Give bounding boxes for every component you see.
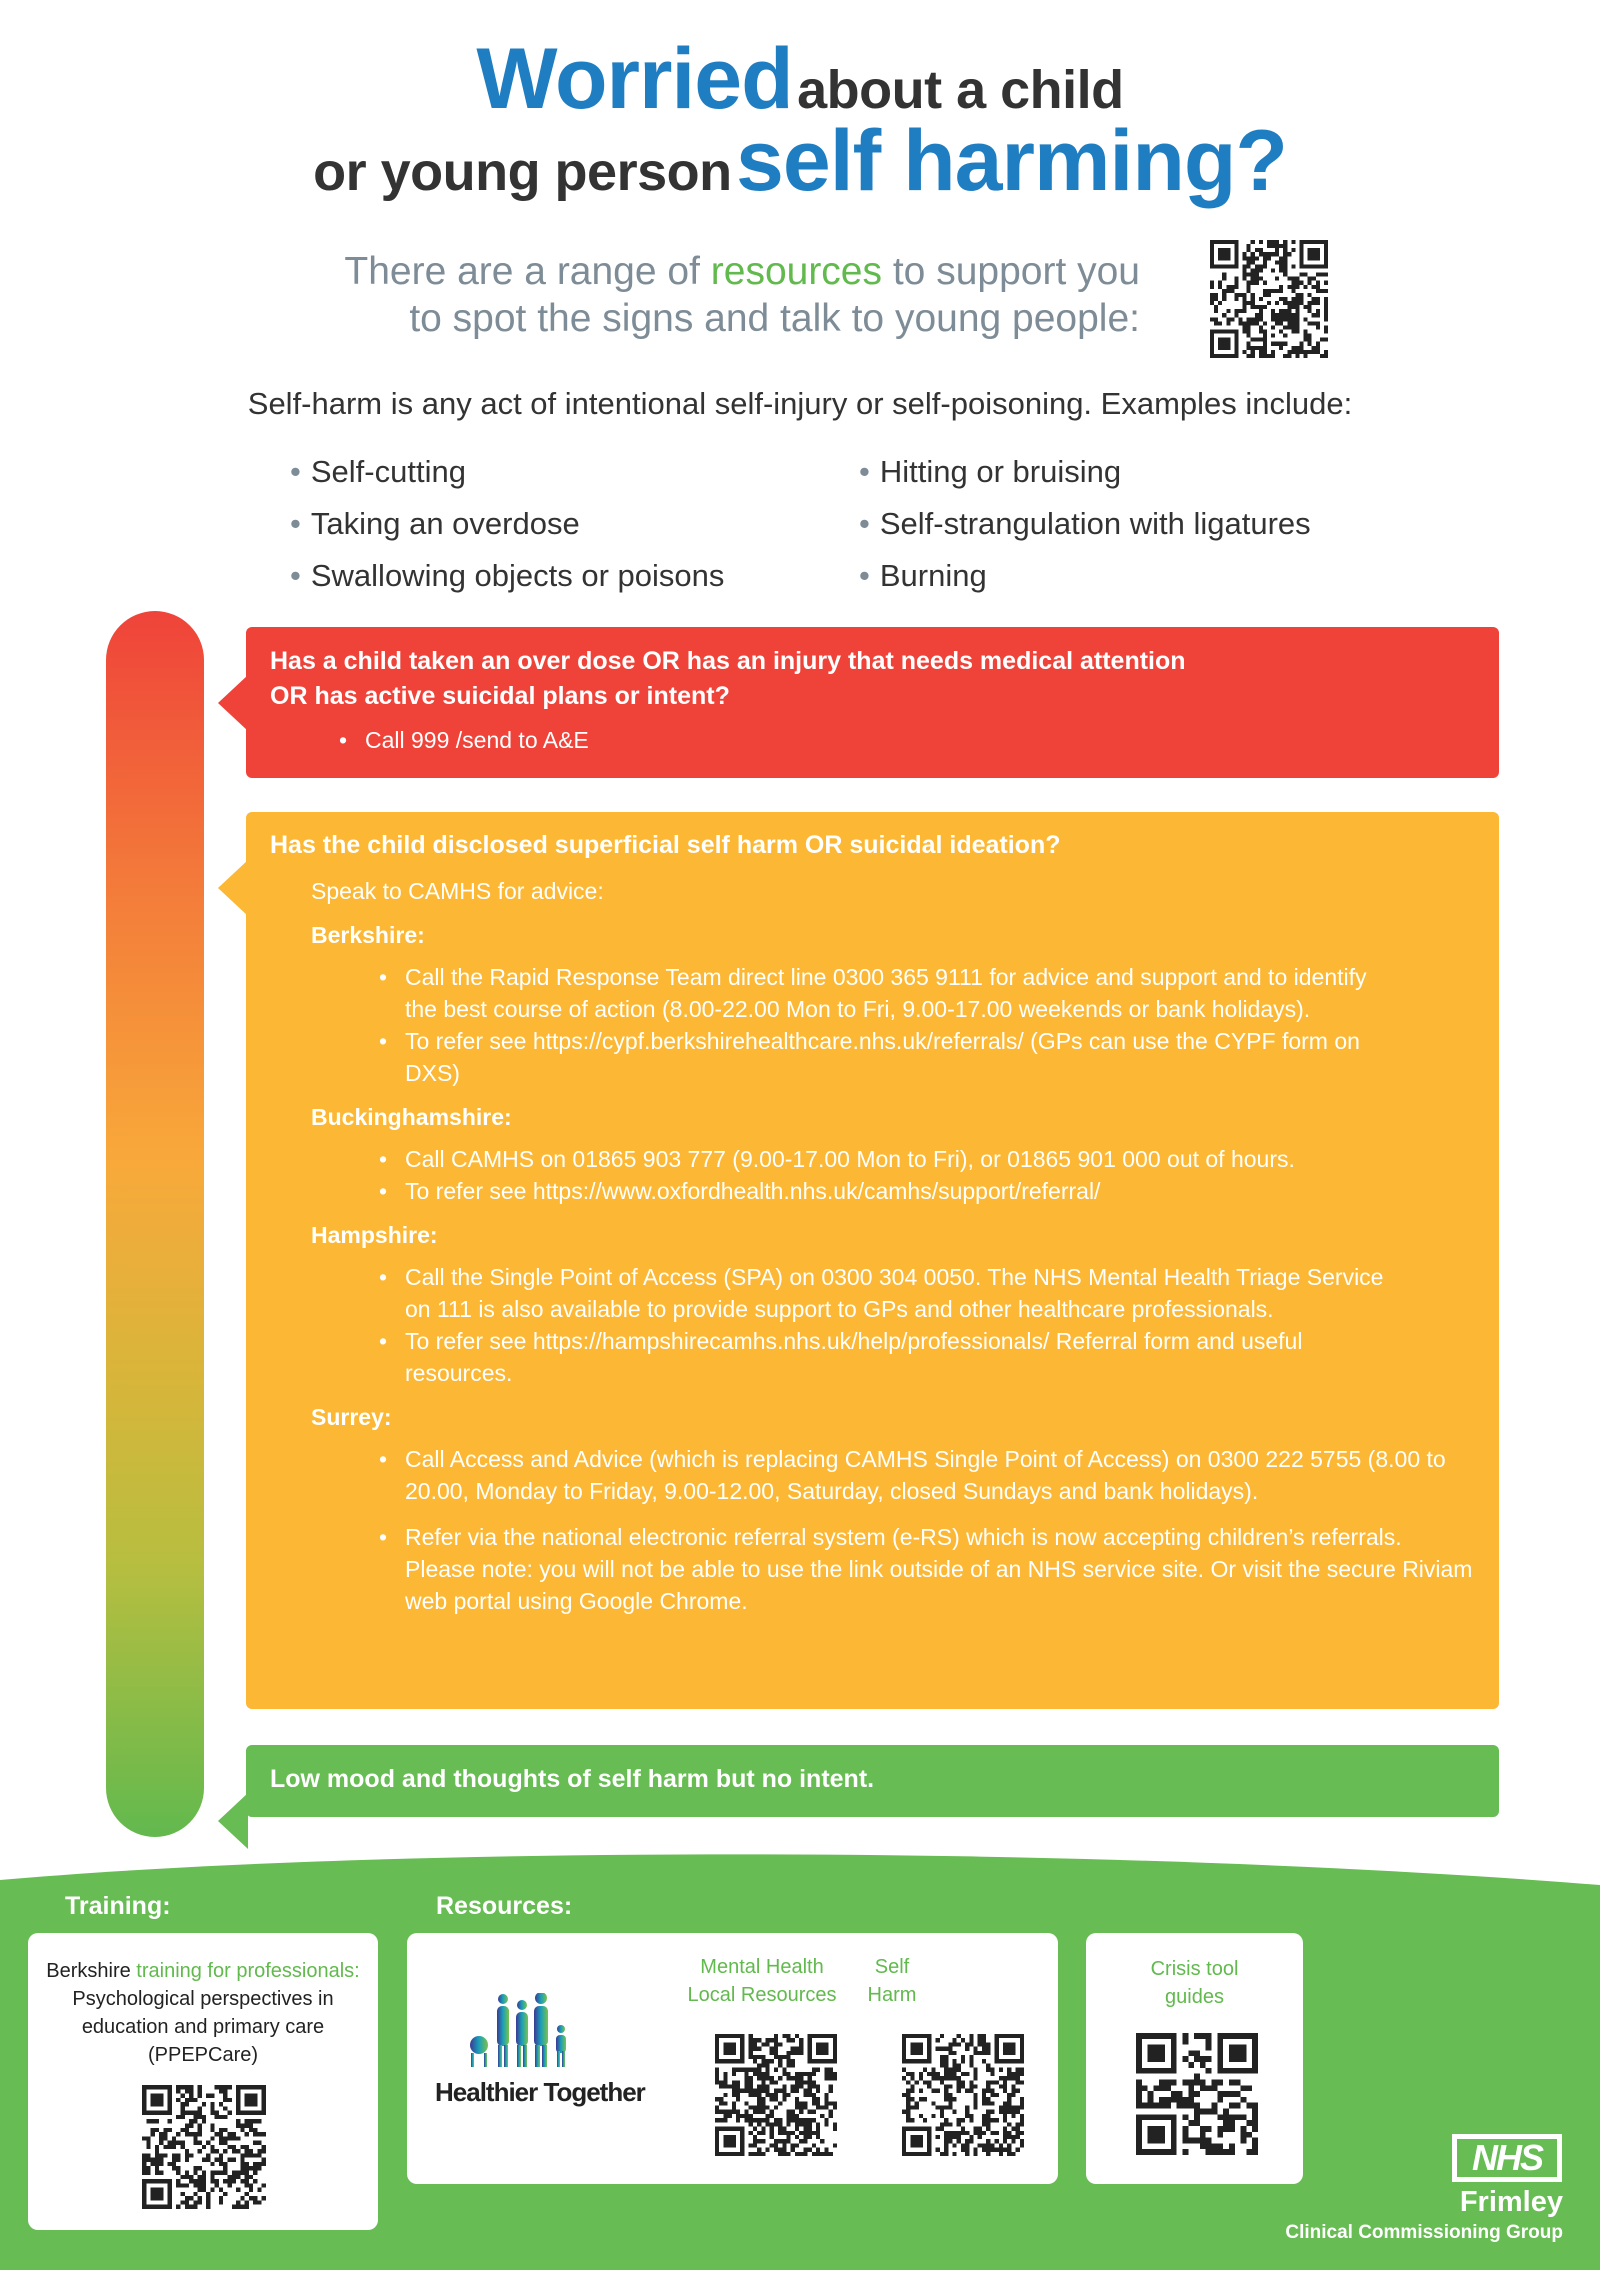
surrey-refer: Refer via the national electronic referr… [379, 1521, 1475, 1617]
training-text: Berkshire training for professionals: Ps… [46, 1960, 360, 2066]
mental-health-link[interactable]: Mental Health Local Resources [687, 1956, 837, 2006]
crisis-tool-link[interactable]: Crisis tool guides [1150, 1958, 1239, 2008]
example-item: • Taking an overdose [290, 506, 580, 541]
subtitle-pre: There are a range of [344, 250, 711, 293]
urgent-question: Has a child taken an over dose OR has an… [270, 647, 1186, 675]
resources-card: Healthier Together Mental Health Local Re… [407, 1933, 1058, 2184]
resources-link[interactable]: resources [710, 250, 882, 293]
low-mood-statement: Low mood and thoughts of self harm but n… [270, 1765, 875, 1793]
region-berkshire: Berkshire: [311, 922, 425, 948]
example-item: • Hitting or bruising [859, 454, 1122, 489]
hampshire-referral-link[interactable]: https://hampshirecamhs.nhs.uk/help/profe… [532, 1328, 1050, 1354]
berkshire-call: Call the Rapid Response Team direct line… [379, 961, 1400, 1025]
qr-code-icon[interactable] [1136, 2033, 1258, 2155]
example-item: • Self-cutting [290, 454, 466, 489]
camhs-question: Has the child disclosed superficial self… [270, 831, 1061, 859]
berkshire-referral-link[interactable]: https://cypf.berkshirehealthcare.nhs.uk/… [532, 1028, 1024, 1054]
subtitle-post: to support you [882, 250, 1140, 293]
qr-code-icon[interactable] [902, 2034, 1024, 2156]
example-item: • Swallowing objects or poisons [290, 558, 725, 593]
bucks-call: Call CAMHS on 01865 903 777 (9.00-17.00 … [379, 1143, 1475, 1175]
title-self-harming: self harming? [736, 113, 1288, 209]
region-hampshire: Hampshire: [311, 1222, 438, 1248]
training-link[interactable]: training for professionals: [136, 1960, 360, 1982]
example-item: • Self-strangulation with ligatures [859, 506, 1311, 541]
urgent-question-2: OR has active suicidal plans or intent? [270, 682, 730, 710]
org-subtitle: Clinical Commissioning Group [1285, 2222, 1563, 2243]
severity-gradient-bar [106, 611, 204, 1837]
bucks-refer: To refer see https://www.oxfordhealth.nh… [379, 1175, 1475, 1207]
camhs-lead: Speak to CAMHS for advice: [311, 878, 604, 904]
subtitle-line-2: to spot the signs and talk to young peop… [409, 297, 1140, 340]
urgent-box: Has a child taken an over dose OR has an… [218, 627, 1499, 778]
crisis-card: Crisis tool guides [1086, 1933, 1303, 2184]
title-young-person: or young person [313, 142, 732, 202]
healthier-together-label: Healthier Together [435, 2077, 646, 2107]
self-harm-link[interactable]: Self Harm [867, 1956, 917, 2006]
title-line-2: or young person self harming? [0, 112, 1600, 211]
urgent-action: Call 999 /send to A&E [339, 724, 1475, 756]
intro-text: Self-harm is any act of intentional self… [247, 386, 1353, 421]
training-label: Training: [65, 1892, 171, 1920]
resources-label: Resources: [436, 1892, 573, 1920]
qr-code-icon[interactable] [715, 2034, 837, 2156]
training-card: Berkshire training for professionals: Ps… [28, 1933, 378, 2230]
subtitle: There are a range of resources to suppor… [344, 248, 1140, 342]
org-name: Frimley [1459, 2186, 1563, 2218]
qr-code-icon[interactable] [1210, 240, 1328, 358]
title-about-child: about a child [797, 60, 1124, 120]
berkshire-refer: To refer see https://cypf.berkshirehealt… [379, 1025, 1400, 1089]
region-buckinghamshire: Buckinghamshire: [311, 1104, 512, 1130]
hampshire-call: Call the Single Point of Access (SPA) on… [379, 1261, 1410, 1325]
example-item: • Burning [859, 558, 987, 593]
low-mood-box: Low mood and thoughts of self harm but n… [218, 1745, 1499, 1849]
hampshire-refer: To refer see https://hampshirecamhs.nhs.… [379, 1325, 1410, 1389]
title-worried: Worried [476, 31, 793, 127]
bucks-referral-link[interactable]: https://www.oxfordhealth.nhs.uk/camhs/su… [532, 1178, 1101, 1204]
camhs-advice-box: Has the child disclosed superficial self… [218, 812, 1499, 1709]
surrey-call: Call Access and Advice (which is replaci… [379, 1443, 1475, 1507]
region-surrey: Surrey: [311, 1404, 392, 1430]
nhs-logo: NHS [1452, 2134, 1562, 2182]
riviam-portal-link[interactable]: Riviam web portal [405, 1556, 1473, 1614]
title-line-1: Worried about a child [0, 30, 1600, 129]
healthier-together-logo-icon [470, 1993, 566, 2067]
qr-code-icon[interactable] [142, 2085, 266, 2209]
